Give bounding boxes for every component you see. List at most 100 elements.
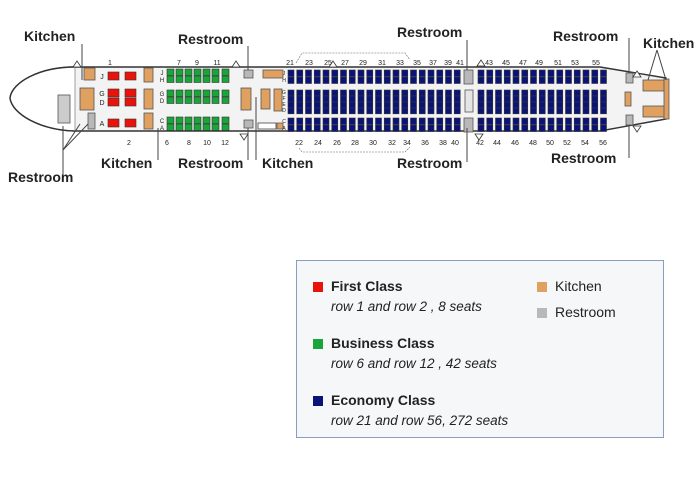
kitchen-mid-3 [273,88,283,112]
economy-class-seat [375,69,382,77]
economy-class-seat [348,124,356,132]
row-number: 37 [429,60,437,67]
callout-kitchen: Kitchen [643,35,695,51]
economy-class-seat [340,69,347,77]
economy-class-seat [401,107,409,115]
economy-class-seat [357,76,365,84]
economy-class-seat [322,101,330,109]
row-number: 42 [476,140,484,147]
economy-class-seat [503,124,511,132]
economy-class-seat [418,101,426,109]
economy-class-seat [436,76,444,84]
kitchen-swatch [537,282,547,292]
kitchen-mid-top [262,69,284,79]
economy-class-seat [427,76,435,84]
economy-class-seat [556,101,564,109]
economy-class-seat [453,124,461,132]
row-number: 51 [554,60,562,67]
economy-class-seat [582,69,590,77]
business-class-seat [221,75,230,83]
economy-class-seat [313,107,321,115]
economy-class-seat [453,117,461,125]
economy-class-seat [503,101,511,109]
economy-class-seat [331,107,339,115]
economy-class-seat [427,95,435,103]
economy-class-seat [287,101,295,109]
economy-class-seat [486,76,494,84]
economy-class-seat [453,107,461,115]
economy-class-seat [556,89,564,97]
economy-class-seat [401,95,409,103]
economy-class-seat [340,95,347,103]
restroom-economy-bottom [463,117,474,133]
economy-class-seat [436,117,444,125]
business-class-seat [175,96,184,104]
economy-class-seat [538,101,546,109]
economy-class-seat [348,101,356,109]
economy-class-seat [305,107,312,115]
restroom-rear-top [625,72,634,84]
economy-class-seat [322,76,330,84]
seat-letter: G [282,90,286,96]
economy-class-seat [538,76,546,84]
economy-class-seat [521,101,529,109]
economy-class-seat [495,89,502,97]
economy-class-seat [486,95,494,103]
first-class-seat [107,88,120,98]
seat-letter: C [282,119,286,125]
economy-class-seat [287,89,295,97]
business-class-seat [202,68,211,76]
economy-class-seat [565,101,572,109]
callout-restroom: Restroom [178,31,244,47]
economy-class-seat [410,124,417,132]
economy-class-seat [547,69,555,77]
seat-letter: G [99,91,104,98]
economy-class-seat [427,124,435,132]
callout-restroom: Restroom [551,150,617,166]
economy-class-seat [512,107,520,115]
economy-class-seat [582,89,590,97]
economy-class-seat [582,117,590,125]
economy-class-seat [410,95,417,103]
economy-class-seat [538,124,546,132]
economy-class-seat [418,117,426,125]
economy-class-seat [410,89,417,97]
row-number: 23 [305,60,313,67]
economy-class-seat [573,76,581,84]
seat-letter: D [282,108,286,114]
callout-kitchen: Kitchen [101,155,153,171]
business-class-seat [202,123,211,131]
galley-cart [257,122,277,130]
kitchen-front-mid [79,87,95,111]
economy-class-seat [556,124,564,132]
economy-class-seat [547,101,555,109]
exit-door-icon [239,133,249,141]
business-class-seat [211,75,220,83]
economy-class-seat [296,124,304,132]
economy-class-seat [547,95,555,103]
economy-class-seat [453,101,461,109]
economy-class-seat [331,69,339,77]
row-number: 46 [511,140,519,147]
economy-class-seat [582,95,590,103]
economy-class-seat [401,89,409,97]
economy-class-seat [418,124,426,132]
economy-class-seat [296,101,304,109]
economy-class-seat [556,95,564,103]
row-number: 33 [396,60,404,67]
economy-class-seat [495,101,502,109]
economy-class-seat [556,69,564,77]
economy-class-seat [530,95,537,103]
economy-class-seat [331,76,339,84]
economy-class-seat [591,117,599,125]
kitchen-front-top [83,67,96,81]
economy-class-seat [477,89,485,97]
economy-class-seat [357,124,365,132]
economy-class-seat [582,101,590,109]
economy-class-seat [427,117,435,125]
economy-class-seat [401,124,409,132]
economy-class-seat [427,101,435,109]
economy-class-seat [287,124,295,132]
economy-class-seat [410,107,417,115]
economy-class-seat [565,76,572,84]
